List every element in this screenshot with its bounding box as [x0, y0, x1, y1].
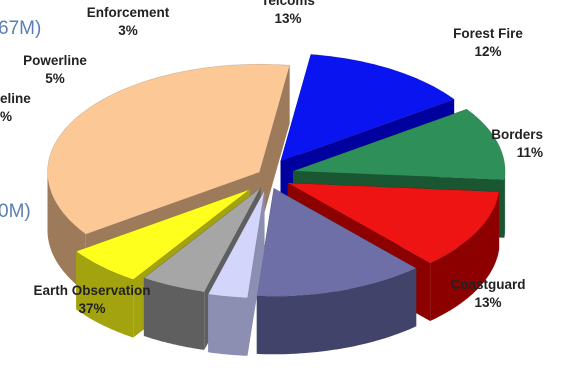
slice-percent-earth-observation: 37% [78, 301, 105, 316]
side-text-fragment: 67M) [0, 18, 41, 39]
slice-percent-borders: 11% [517, 145, 543, 160]
slice-top [256, 187, 417, 297]
slice-outer-wall [430, 191, 500, 321]
slice-wall-end [259, 65, 290, 231]
slice-top [47, 63, 291, 235]
slice-label-powerline: Powerline [23, 53, 87, 68]
slice-percent-powerline: 5% [45, 71, 65, 86]
slice-top [287, 182, 500, 264]
slice-label-earth-observation: Earth Observation [33, 283, 150, 298]
slice-label-coastguard: Coastguard [450, 277, 525, 292]
slice-outer-wall [143, 278, 205, 350]
side-text-fragment: 0M) [0, 201, 31, 222]
slice-percent-coastguard: 13% [474, 295, 501, 310]
pie-slices [47, 54, 506, 356]
slice-outer-wall [208, 294, 248, 356]
slice-label-law-enforcement: Law [115, 0, 142, 2]
slice-percent-telcoms: 13% [274, 11, 301, 26]
slice-label-borders: Borders [491, 127, 543, 142]
slice-label-telcoms: Telcoms [261, 0, 315, 8]
slice-outer-wall [504, 171, 506, 238]
slice-law-enforcement [207, 190, 265, 356]
slice-percent-law-enforcement: 3% [118, 23, 138, 38]
slice-label-forest-fire: Forest Fire [453, 26, 523, 41]
slice-outer-wall [256, 268, 417, 355]
slice-top [75, 189, 251, 280]
slice-telcoms [256, 187, 417, 355]
slice-outer-wall [76, 251, 134, 338]
pie-labels: Earth Observation 37% Coastguard 13% Borders… [0, 0, 543, 316]
slice-top [207, 190, 265, 299]
slice-percent-pipeline: % [0, 109, 12, 124]
slice-top [292, 108, 506, 181]
slice-label-pipeline: eline [0, 91, 31, 106]
slice-percent-forest-fire: 12% [474, 44, 501, 59]
cropped-side-text: 67M) 0M) [0, 18, 41, 222]
slice-top [280, 54, 455, 162]
slice-top [143, 187, 261, 293]
slice-label-law-enforcement: Enforcement [87, 5, 170, 20]
